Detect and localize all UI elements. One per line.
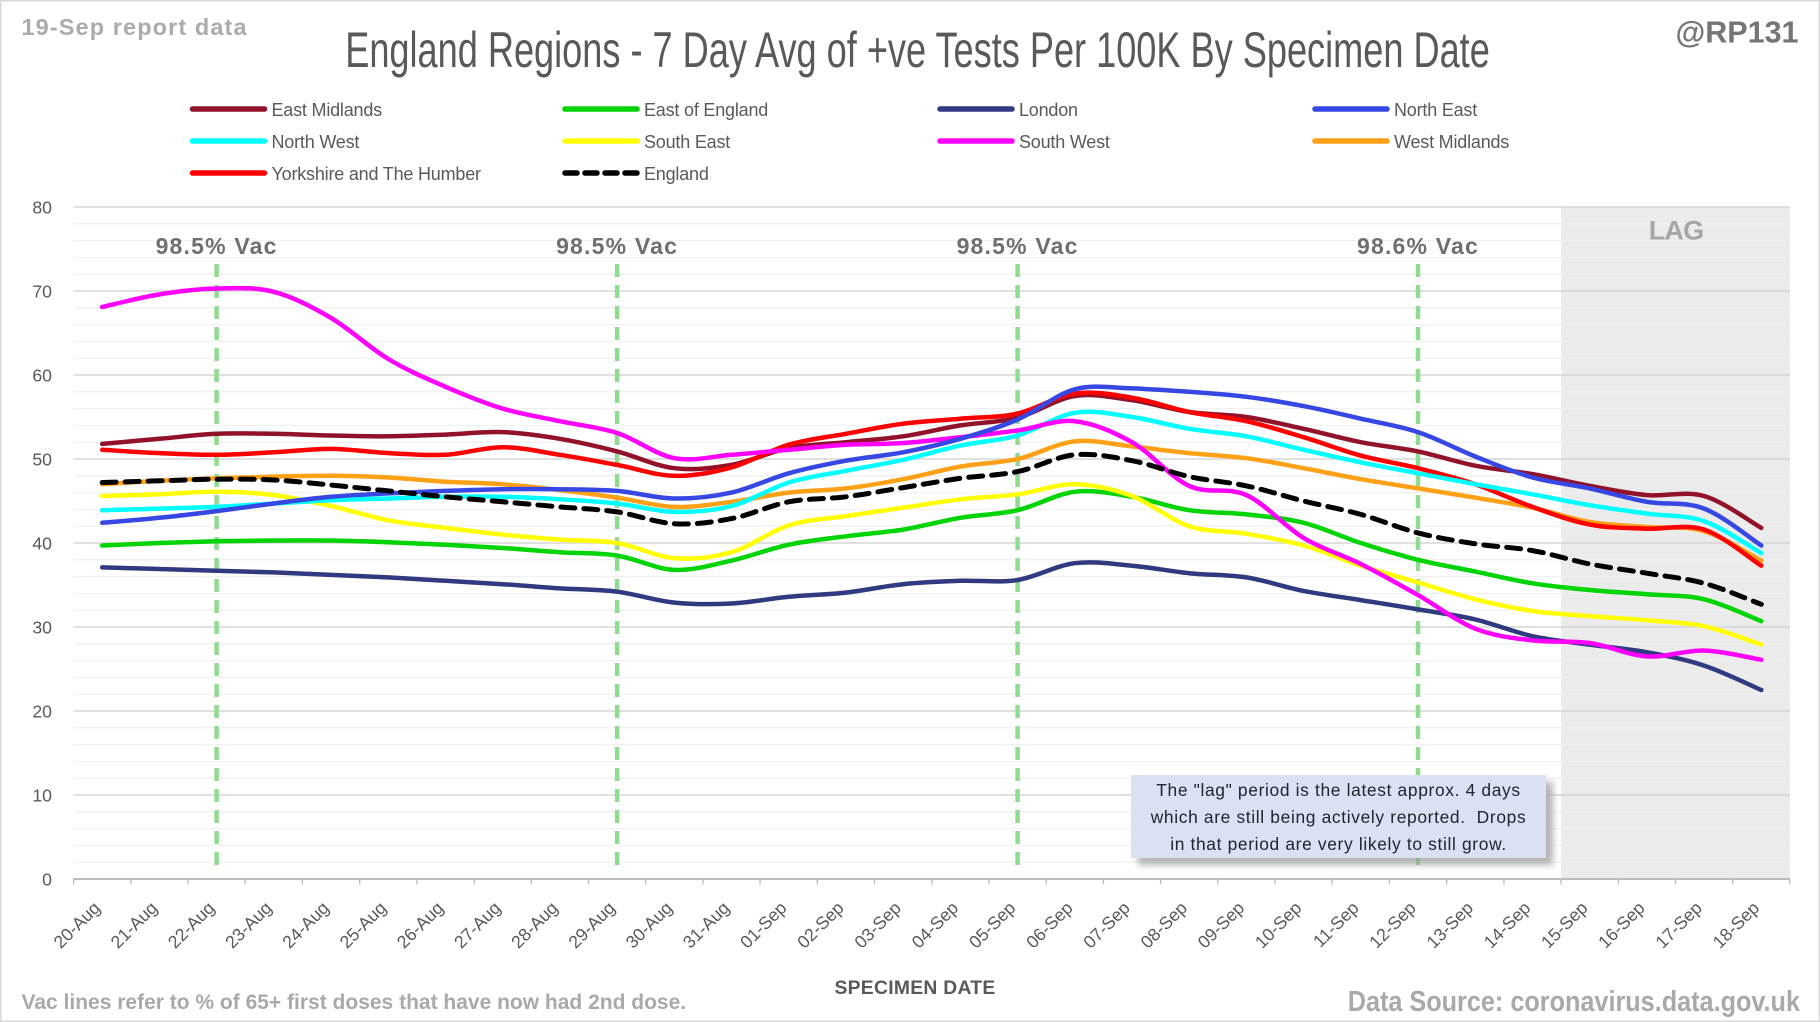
svg-text:50: 50 (32, 449, 52, 469)
svg-text:60: 60 (32, 365, 52, 385)
svg-text:Yorkshire and The Humber: Yorkshire and The Humber (272, 164, 482, 184)
svg-text:19-Sep report data: 19-Sep report data (22, 14, 248, 40)
svg-text:98.5% Vac: 98.5% Vac (156, 233, 278, 259)
svg-text:London: London (1019, 100, 1078, 120)
svg-text:@RP131: @RP131 (1676, 15, 1799, 49)
svg-text:70: 70 (32, 281, 52, 301)
svg-text:North East: North East (1394, 100, 1477, 120)
svg-text:10: 10 (32, 785, 52, 805)
svg-text:98.6% Vac: 98.6% Vac (1357, 233, 1479, 259)
svg-text:South West: South West (1019, 132, 1110, 152)
svg-text:98.5% Vac: 98.5% Vac (556, 233, 678, 259)
svg-text:in that period are very likely: in that period are very likely to still … (1170, 834, 1507, 854)
svg-text:South East: South East (644, 132, 730, 152)
svg-text:East of England: East of England (644, 100, 768, 120)
svg-text:0: 0 (42, 869, 52, 889)
svg-text:98.5% Vac: 98.5% Vac (957, 233, 1079, 259)
svg-text:East Midlands: East Midlands (272, 100, 383, 120)
svg-text:LAG: LAG (1649, 216, 1704, 246)
svg-text:The "lag" period is the latest: The "lag" period is the latest approx. 4… (1156, 780, 1520, 800)
svg-text:80: 80 (32, 197, 52, 217)
svg-text:20: 20 (32, 701, 52, 721)
svg-text:North West: North West (272, 132, 360, 152)
svg-text:Vac lines refer to % of 65+ fi: Vac lines refer to % of 65+ first doses … (22, 991, 687, 1014)
svg-text:which are still being actively: which are still being actively reported.… (1150, 807, 1527, 827)
svg-text:England Regions - 7 Day Avg of: England Regions - 7 Day Avg of +ve Tests… (345, 23, 1490, 78)
svg-text:England: England (644, 164, 709, 184)
svg-text:SPECIMEN DATE: SPECIMEN DATE (834, 978, 995, 999)
svg-text:West Midlands: West Midlands (1394, 132, 1509, 152)
svg-text:Data Source: coronavirus.data.: Data Source: coronavirus.data.gov.uk (1348, 984, 1801, 1017)
svg-text:30: 30 (32, 617, 52, 637)
svg-text:40: 40 (32, 533, 52, 553)
